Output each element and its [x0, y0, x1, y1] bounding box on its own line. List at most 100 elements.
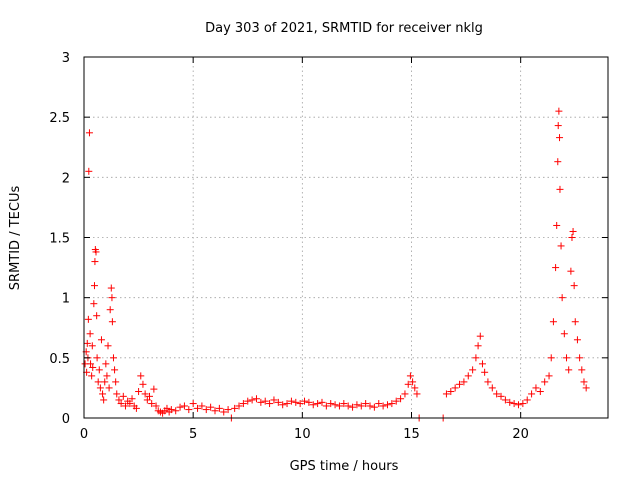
data-point: [404, 380, 412, 388]
data-point: [198, 402, 206, 410]
data-point: [554, 158, 562, 166]
y-tick-label: 2: [62, 171, 70, 186]
data-point: [357, 402, 365, 410]
y-tick-label: 1: [62, 292, 70, 307]
data-point: [552, 264, 560, 272]
data-point: [115, 396, 123, 404]
y-tick-label: 3: [62, 51, 70, 66]
data-point: [105, 384, 113, 392]
data-point: [314, 400, 322, 408]
data-point: [554, 122, 562, 130]
data-point: [90, 282, 98, 290]
data-point: [388, 400, 396, 408]
data-point: [95, 366, 103, 374]
data-point: [104, 342, 112, 350]
data-point: [580, 378, 588, 386]
data-point: [578, 366, 586, 374]
data-point: [215, 404, 223, 412]
data-point: [85, 167, 93, 175]
data-point: [460, 378, 468, 386]
y-tick-label: 0: [62, 412, 70, 427]
data-point: [180, 402, 188, 410]
data-point: [89, 363, 97, 371]
data-point: [97, 336, 105, 344]
data-point: [547, 354, 555, 362]
data-point: [99, 390, 107, 398]
data-point: [189, 400, 197, 408]
data-point: [549, 318, 557, 326]
data-point: [126, 400, 134, 408]
data-point: [106, 306, 114, 314]
data-point: [287, 397, 295, 405]
x-tick-label: 20: [512, 427, 529, 442]
data-point: [451, 384, 459, 392]
data-point: [111, 366, 119, 374]
data-point: [545, 372, 553, 380]
data-point: [83, 339, 91, 347]
data-point: [152, 402, 160, 410]
data-point: [322, 402, 330, 410]
data-point: [353, 401, 361, 409]
data-point: [560, 330, 568, 338]
data-point: [411, 384, 419, 392]
data-point: [261, 397, 269, 405]
data-point: [514, 401, 522, 409]
data-point: [519, 400, 527, 408]
data-point: [185, 406, 193, 414]
data-point: [296, 400, 304, 408]
data-point: [497, 392, 505, 400]
y-tick-label: 0.5: [49, 352, 70, 367]
data-point: [478, 360, 486, 368]
data-point: [146, 392, 153, 400]
data-point: [211, 407, 219, 415]
data-point: [476, 332, 484, 340]
data-point: [202, 406, 210, 414]
data-point: [484, 378, 492, 386]
data-point: [88, 372, 96, 380]
data-point: [107, 284, 115, 292]
y-tick-label: 2.5: [49, 111, 70, 126]
data-point: [87, 360, 95, 368]
data-point: [541, 378, 549, 386]
data-point: [370, 403, 378, 411]
data-point: [383, 401, 391, 409]
data-point: [86, 330, 94, 338]
data-point: [375, 400, 383, 408]
data-point: [309, 401, 317, 409]
tick-labels: 0 5 10 15 20 0 0.5 1 1.5 2 2.5 3: [49, 51, 529, 442]
data-point: [501, 396, 509, 404]
data-point: [301, 397, 309, 405]
data-point: [318, 398, 326, 406]
data-point: [456, 380, 464, 388]
data-point: [340, 400, 348, 408]
data-point: [582, 384, 590, 392]
data-point: [510, 400, 518, 408]
data-point: [335, 402, 343, 410]
data-point: [100, 396, 108, 404]
x-axis-label: GPS time / hours: [290, 459, 399, 474]
data-point: [244, 397, 252, 405]
data-point: [150, 385, 158, 393]
data-point: [266, 400, 274, 408]
data-point: [528, 390, 536, 398]
x-tick-label: 15: [403, 427, 420, 442]
data-point: [141, 390, 149, 398]
data-point: [248, 396, 256, 404]
data-point: [128, 395, 136, 403]
x-tick-label: 5: [189, 427, 197, 442]
grid-lines: [84, 57, 608, 418]
data-point: [406, 372, 414, 380]
data-point: [139, 380, 147, 388]
data-point: [270, 396, 278, 404]
data-point: [442, 390, 450, 398]
data-point: [143, 396, 151, 404]
data-point: [235, 402, 243, 410]
data-point: [283, 400, 291, 408]
chart-title: Day 303 of 2021, SRMTID for receiver nkl…: [205, 21, 483, 36]
data-point: [567, 267, 575, 275]
data-point: [176, 403, 184, 411]
data-point: [163, 404, 171, 412]
data-point: [409, 378, 417, 386]
data-point: [362, 400, 370, 408]
